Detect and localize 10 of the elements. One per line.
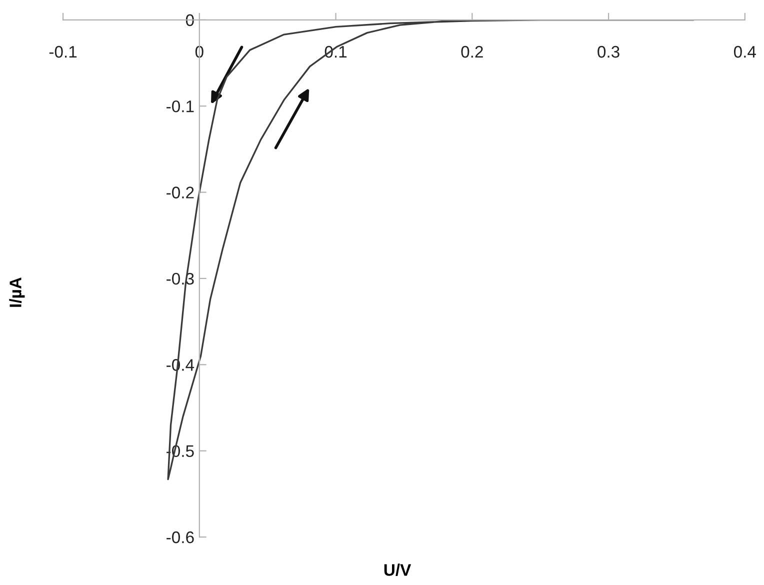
- x-tick-label: 0.4: [734, 46, 756, 58]
- y-tick-label: -0.1: [166, 100, 194, 112]
- x-tick-label: 0.3: [598, 46, 620, 58]
- y-tick-label: -0.6: [166, 531, 194, 544]
- x-tick-label: 0.2: [461, 46, 483, 58]
- y-axis-title: I/µA: [9, 277, 25, 307]
- x-axis-title: U/V: [384, 564, 412, 576]
- y-tick-label: -0.2: [166, 186, 194, 198]
- x-tick-label: -0.1: [49, 46, 77, 58]
- x-tick-label: 0: [195, 46, 204, 58]
